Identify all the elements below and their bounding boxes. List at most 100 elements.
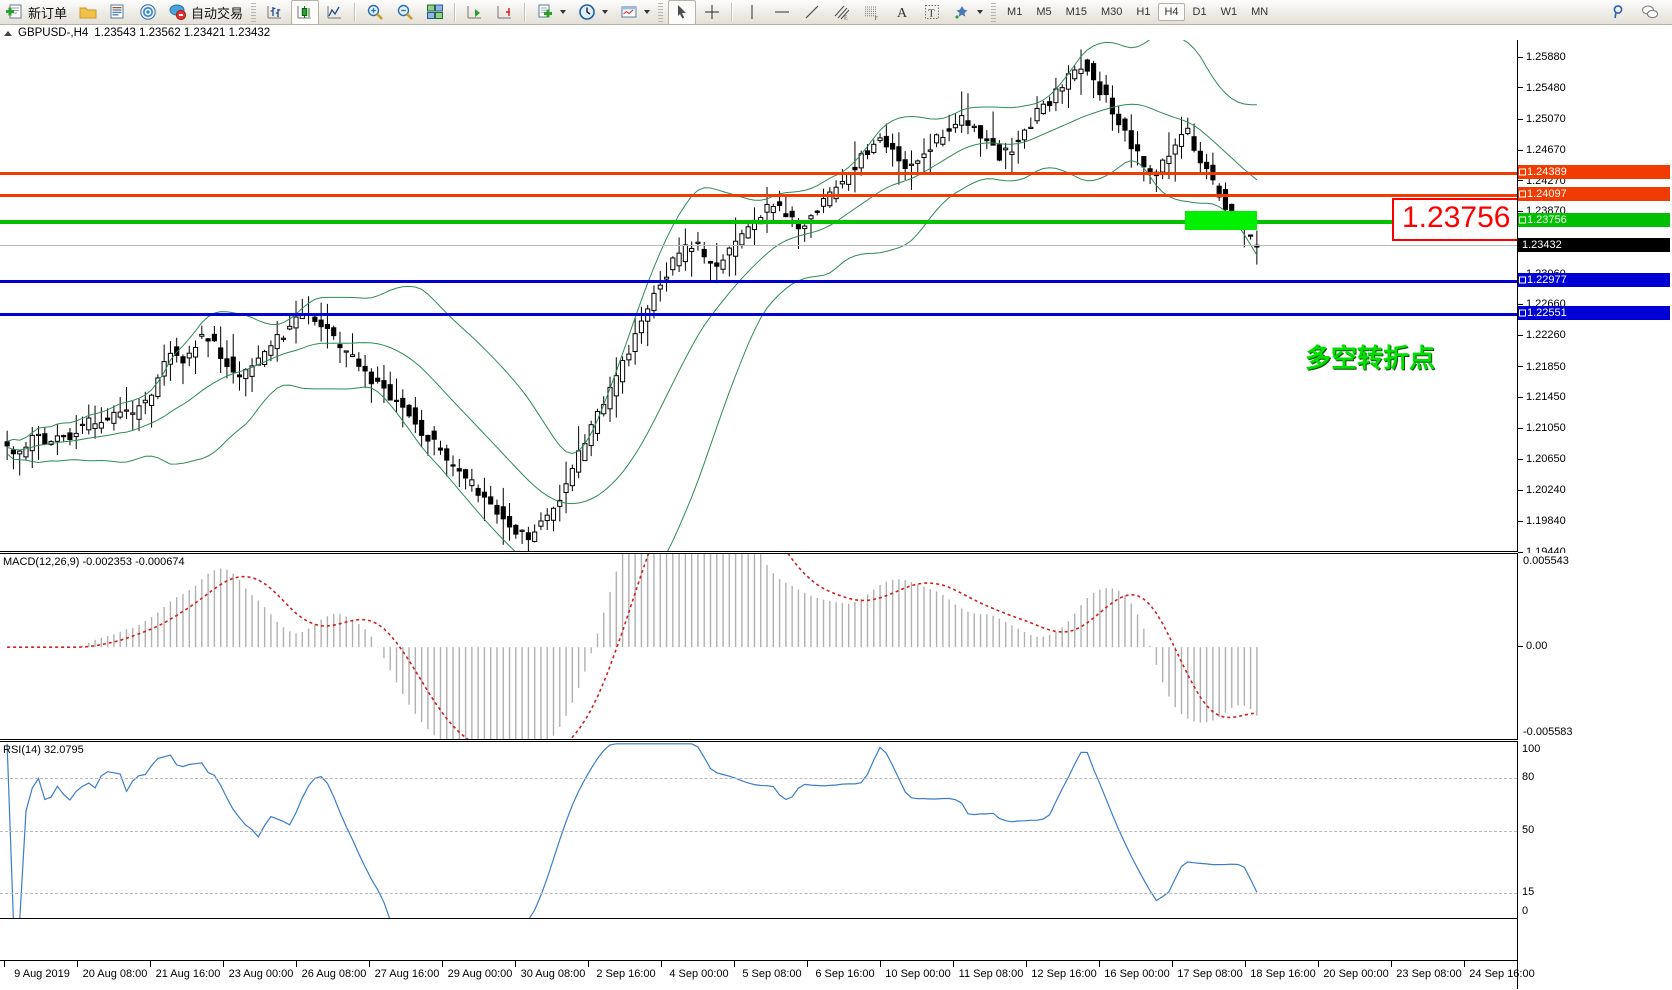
time-axis[interactable]: 9 Aug 2019 20 Aug 08:00 21 Aug 16:00 23 Aug…: [0, 960, 1535, 990]
price-tick: 1.21450: [1518, 391, 1566, 404]
zoom-in-button[interactable]: [361, 0, 389, 25]
templates-button[interactable]: [615, 0, 655, 25]
macd-axis[interactable]: 0.005543 0.00 -0.005583: [1517, 553, 1672, 740]
time-tick: [588, 961, 589, 967]
auto-scroll-button[interactable]: [491, 0, 519, 25]
bar-chart-icon: [266, 3, 284, 21]
toolbar-gripper-3[interactable]: [991, 2, 997, 22]
timeframe-h1[interactable]: H1: [1136, 6, 1151, 18]
shapes-dropdown-caret[interactable]: [977, 10, 984, 14]
rsi-plot: [6, 743, 1258, 918]
bar-chart-button[interactable]: [261, 0, 289, 25]
price-pane[interactable]: 1.23756 多空转折点: [0, 40, 1517, 552]
rsi-label: RSI(14) 32.0795: [3, 744, 84, 756]
macd-tick: -0.005583: [1523, 726, 1573, 739]
indicators-dropdown-caret[interactable]: [560, 10, 567, 14]
timeframe-m30[interactable]: M30: [1101, 6, 1123, 18]
equidistant-channel-button[interactable]: E: [828, 0, 856, 25]
collapse-triangle-icon[interactable]: [4, 30, 12, 36]
level-line[interactable]: [0, 280, 1517, 284]
timeframe-w1[interactable]: W1: [1220, 6, 1238, 18]
periods-button[interactable]: [573, 0, 613, 25]
crosshair-button[interactable]: [698, 0, 726, 25]
svg-text:T: T: [928, 8, 935, 20]
rsi-pane[interactable]: RSI(14) 32.0795: [0, 741, 1517, 919]
chart-shift-button[interactable]: [461, 0, 489, 25]
main-toolbar: 新订单: [0, 0, 1672, 25]
price-level-tag[interactable]: 1.23432: [1518, 238, 1670, 253]
time-label: 12 Sep 16:00: [1031, 968, 1097, 980]
vline-button[interactable]: [738, 0, 766, 25]
shapes-button[interactable]: [948, 0, 988, 25]
macd-pane[interactable]: MACD(12,26,9) -0.002353 -0.000674: [0, 553, 1517, 740]
price-tick: 1.21050: [1518, 422, 1566, 434]
zoom-out-button[interactable]: [391, 0, 419, 25]
periods-dropdown-caret[interactable]: [602, 10, 609, 14]
time-label: 9 Aug 2019: [14, 968, 70, 980]
timeframe-h4[interactable]: H4: [1158, 3, 1185, 21]
time-tick: [953, 961, 954, 967]
price-axis[interactable]: 1.25880 1.25480 1.25070 1.24670 1.24270 1.238…: [1517, 40, 1672, 558]
candlestick-chart-icon: [296, 3, 314, 21]
price-tick: 1.24670: [1518, 144, 1566, 156]
trendline-button[interactable]: [798, 0, 826, 25]
zoom-in-icon: [366, 3, 384, 21]
tile-windows-button[interactable]: [421, 0, 449, 25]
time-tick: [1245, 961, 1246, 967]
line-chart-button[interactable]: [321, 0, 349, 25]
candlestick-chart-button[interactable]: [291, 0, 320, 25]
time-label: 17 Sep 08:00: [1177, 968, 1243, 980]
fibonacci-button[interactable]: F: [858, 0, 886, 25]
search-button[interactable]: [1606, 0, 1634, 25]
cursor-button[interactable]: [668, 0, 697, 25]
data-window-button[interactable]: [104, 0, 132, 25]
level-line[interactable]: [0, 171, 1517, 175]
rsi-axis[interactable]: 100 80 50 15 0: [1517, 741, 1672, 919]
time-tick: [296, 961, 297, 967]
time-label: 23 Sep 08:00: [1396, 968, 1462, 980]
price-tick: 1.25480: [1518, 82, 1566, 94]
level-line[interactable]: [0, 312, 1517, 316]
rsi-tick: 0: [1522, 905, 1529, 918]
chart-area[interactable]: 1.23756 多空转折点 MACD(12,26,9) -0.002353 -0…: [0, 40, 1672, 990]
autotrading-button[interactable]: 自动交易: [164, 0, 248, 25]
hline-button[interactable]: [768, 0, 796, 25]
price-level-tag[interactable]: 1.22551: [1518, 305, 1670, 320]
toolbar-separator-2: [454, 2, 457, 22]
time-tick: [1391, 961, 1392, 967]
price-level-tag[interactable]: 1.22977: [1518, 273, 1670, 288]
toolbar-gripper[interactable]: [251, 2, 257, 22]
hline-icon: [773, 3, 791, 21]
new-order-button[interactable]: 新订单: [1, 0, 72, 25]
chat-button[interactable]: [1636, 0, 1664, 25]
svg-text:F: F: [875, 16, 879, 21]
navigator-button[interactable]: [134, 0, 162, 25]
text-label-button[interactable]: T: [918, 0, 946, 25]
time-tick: [1099, 961, 1100, 967]
time-tick: [1026, 961, 1027, 967]
timeframe-d1[interactable]: D1: [1192, 6, 1207, 18]
folder-button[interactable]: [74, 0, 102, 25]
toolbar-gripper-2[interactable]: [658, 2, 664, 22]
price-level-tag[interactable]: 1.24097: [1518, 186, 1670, 201]
timeframe-mn[interactable]: MN: [1251, 6, 1269, 18]
level-line[interactable]: [0, 220, 1517, 225]
time-tick: [150, 961, 151, 967]
price-level-tag[interactable]: 1.23756: [1518, 213, 1670, 228]
time-tick: [223, 961, 224, 967]
price-level-tag[interactable]: 1.24389: [1518, 164, 1670, 179]
templates-dropdown-caret[interactable]: [644, 10, 651, 14]
level-line[interactable]: [0, 193, 1517, 197]
text-button[interactable]: A: [888, 0, 916, 25]
timeframe-m5[interactable]: M5: [1036, 6, 1052, 18]
timeframe-m1[interactable]: M1: [1007, 6, 1023, 18]
level-line[interactable]: [0, 245, 1517, 247]
price-tick: 1.19840: [1518, 515, 1566, 527]
chat-icon: [1641, 3, 1659, 21]
svg-text:A: A: [897, 6, 908, 21]
indicators-button[interactable]: [531, 0, 571, 25]
autotrading-icon: [169, 3, 187, 21]
timeframe-m15[interactable]: M15: [1065, 6, 1087, 18]
time-tick: [807, 961, 808, 967]
macd-plot: [7, 554, 1258, 739]
